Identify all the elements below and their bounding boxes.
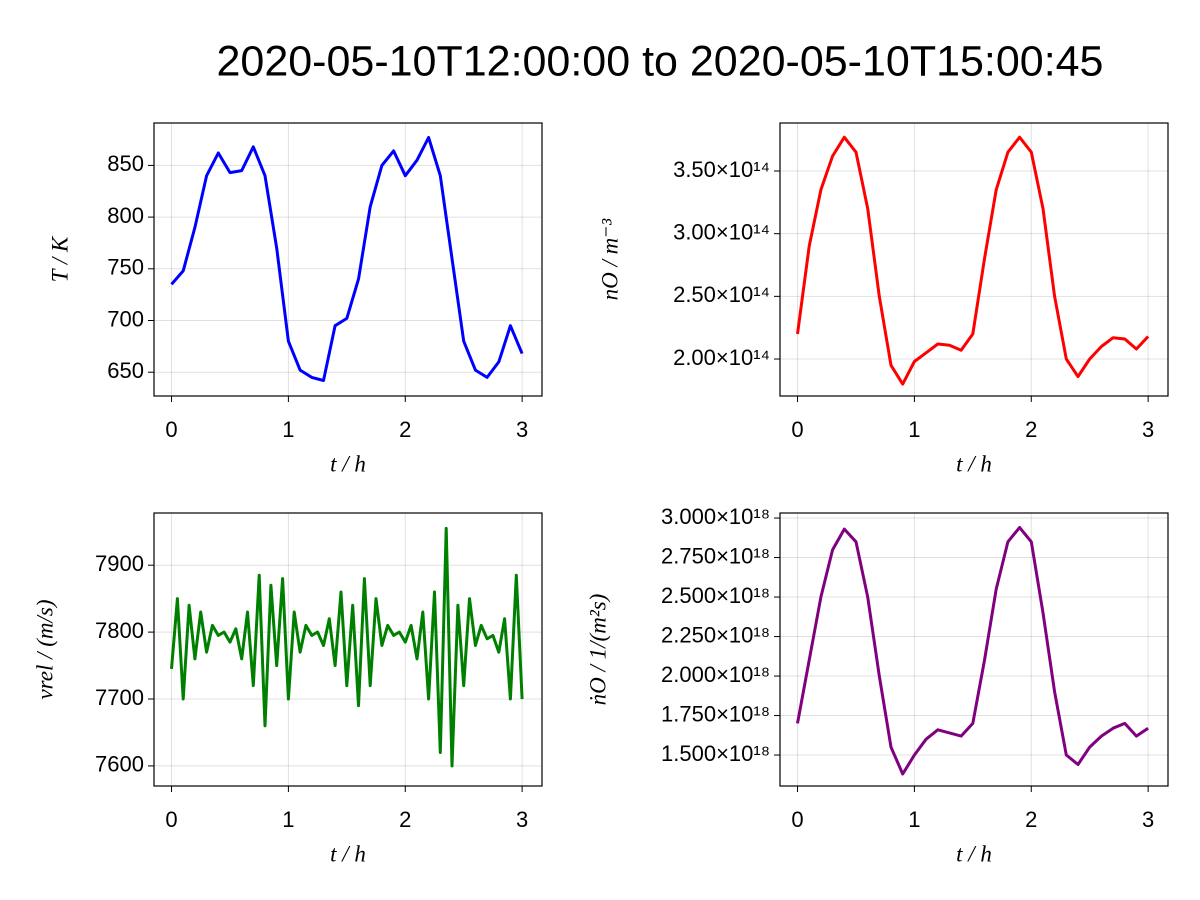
y-tick-label: 1.500×10¹⁸ [661,741,770,766]
y-tick-label: 3.000×10¹⁸ [661,504,770,529]
y-axis-label: vrel / (m/s) [32,599,57,699]
data-line [796,135,1150,386]
y-tick-label: 2.50×10¹⁴ [673,282,770,307]
x-tick-label: 3 [1142,807,1154,832]
y-axis-label: nO / m⁻³ [597,218,622,301]
x-tick-label: 2 [1025,417,1037,442]
x-tick-label: 3 [1142,417,1154,442]
axes-frame [779,512,1169,787]
data-line [170,526,524,768]
y-tick-label: 7800 [95,618,144,643]
data-line [170,136,524,382]
x-axis-label: t / h [956,841,992,866]
y-tick-label: 800 [107,203,144,228]
x-tick-label: 0 [791,807,803,832]
x-tick-label: 1 [282,417,294,442]
x-axis-label: t / h [956,451,992,476]
y-tick-label: 3.50×10¹⁴ [673,157,770,182]
data-line [796,526,1149,776]
x-tick-label: 2 [399,807,411,832]
y-tick-label: 2.250×10¹⁸ [661,622,770,647]
y-tick-label: 650 [107,358,144,383]
y-axis-label: ṅO / 1/(m²s) [585,594,610,706]
x-tick-label: 2 [1025,807,1037,832]
y-tick-label: 750 [107,255,144,280]
y-tick-label: 2.00×10¹⁴ [673,345,770,370]
y-tick-label: 2.000×10¹⁸ [661,662,770,687]
y-tick-label: 850 [107,151,144,176]
y-tick-label: 3.00×10¹⁴ [673,219,770,244]
y-tick-label: 7600 [95,752,144,777]
figure-title: 2020-05-10T12:00:00 to 2020-05-10T15:00:… [217,37,1104,85]
x-tick-label: 1 [282,807,294,832]
axes-frame [153,122,543,397]
x-tick-label: 1 [908,807,920,832]
y-tick-label: 700 [107,306,144,331]
axes-frame [153,512,543,787]
x-tick-label: 0 [165,417,177,442]
y-axis-label: T / K [47,235,72,282]
x-tick-label: 0 [791,417,803,442]
x-tick-label: 3 [516,807,528,832]
y-tick-label: 2.500×10¹⁸ [661,583,770,608]
y-tick-label: 1.750×10¹⁸ [661,701,770,726]
x-tick-label: 0 [165,807,177,832]
x-tick-label: 1 [908,417,920,442]
y-tick-label: 7900 [95,551,144,576]
x-tick-label: 2 [399,417,411,442]
x-axis-label: t / h [330,451,366,476]
y-tick-label: 7700 [95,685,144,710]
y-tick-label: 2.750×10¹⁸ [661,543,770,568]
x-axis-label: t / h [330,841,366,866]
axes-frame [779,122,1169,397]
x-tick-label: 3 [516,417,528,442]
